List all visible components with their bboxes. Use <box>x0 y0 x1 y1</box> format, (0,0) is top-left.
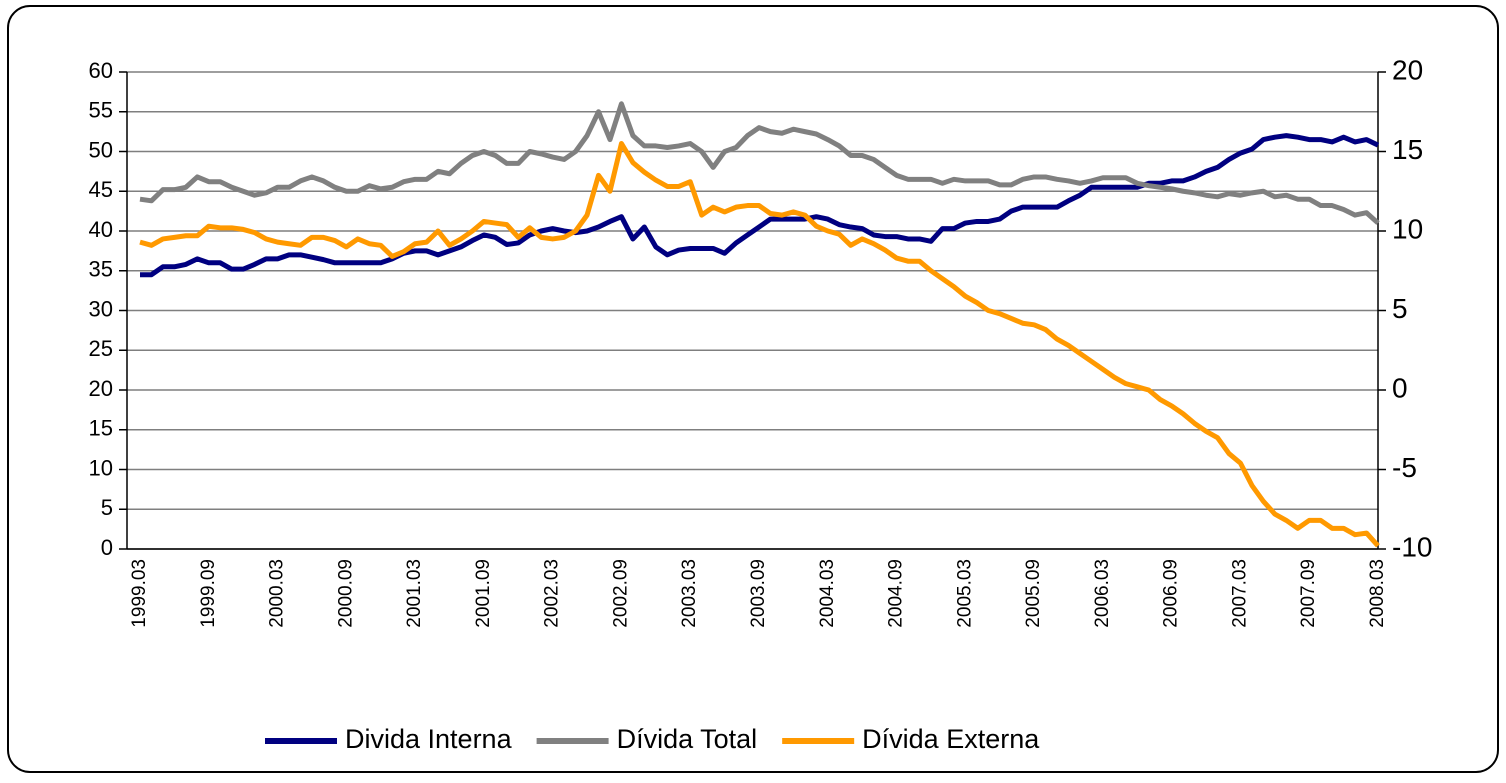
legend-label: Divida Interna <box>345 724 513 754</box>
x-tick-label: 2007.09 <box>1298 559 1319 628</box>
x-tick-label: 2005.09 <box>1023 559 1044 628</box>
x-tick-label: 2001.09 <box>473 559 494 628</box>
x-tick-label: 1999.03 <box>129 559 150 628</box>
x-tick-label: 2004.03 <box>817 559 838 628</box>
y-tick-label: 15 <box>89 416 113 441</box>
chart-frame <box>7 5 1499 773</box>
series-line <box>139 101 1380 225</box>
x-tick-label: 2003.09 <box>748 559 769 628</box>
y2-tick-label: 10 <box>1392 213 1423 244</box>
y-tick-label: 20 <box>89 376 113 401</box>
y-tick-label: 0 <box>101 535 113 560</box>
legend-label: Dívida Externa <box>862 724 1040 754</box>
x-tick-label: 2000.03 <box>267 559 288 628</box>
y2-tick-label: -5 <box>1392 452 1417 483</box>
y-tick-label: 60 <box>89 58 113 83</box>
y-tick-label: 40 <box>89 217 113 242</box>
legend-label: Dívida Total <box>617 724 758 754</box>
y2-tick-label: 0 <box>1392 372 1408 403</box>
x-tick-label: 2004.09 <box>886 559 907 628</box>
y-tick-label: 10 <box>89 455 113 480</box>
x-tick-label: 2007.03 <box>1229 559 1250 628</box>
x-tick-label: 2008.03 <box>1367 559 1388 628</box>
x-tick-label: 2000.09 <box>335 559 356 628</box>
y2-tick-label: 20 <box>1392 54 1423 85</box>
y-tick-label: 35 <box>89 257 113 282</box>
plot: 0 5 10 15 20 25 30 35 40 45 50 55 60 -10 -5 0 5 10 15 20 199… <box>89 54 1433 754</box>
x-tick-label: 2003.03 <box>679 559 700 628</box>
y2-tick-label: 15 <box>1392 134 1423 165</box>
y-tick-label: 5 <box>101 495 113 520</box>
y-tick-label: 25 <box>89 336 113 361</box>
y2-tick-label: -10 <box>1392 531 1432 562</box>
x-tick-label: 2001.03 <box>404 559 425 628</box>
x-tick-label: 2006.03 <box>1092 559 1113 628</box>
y-tick-label: 45 <box>89 177 113 202</box>
y2-tick-label: 5 <box>1392 293 1408 324</box>
series-line <box>139 141 1380 548</box>
x-tick-label: 2006.09 <box>1161 559 1182 628</box>
x-tick-label: 1999.09 <box>198 559 219 628</box>
x-tick-label: 2002.03 <box>542 559 563 628</box>
x-tick-label: 2002.09 <box>610 559 631 628</box>
series-line <box>140 133 1380 278</box>
x-tick-label: 2005.03 <box>954 559 975 628</box>
y-tick-label: 55 <box>89 98 113 123</box>
y-tick-label: 30 <box>89 296 113 321</box>
y-tick-label: 50 <box>89 137 113 162</box>
